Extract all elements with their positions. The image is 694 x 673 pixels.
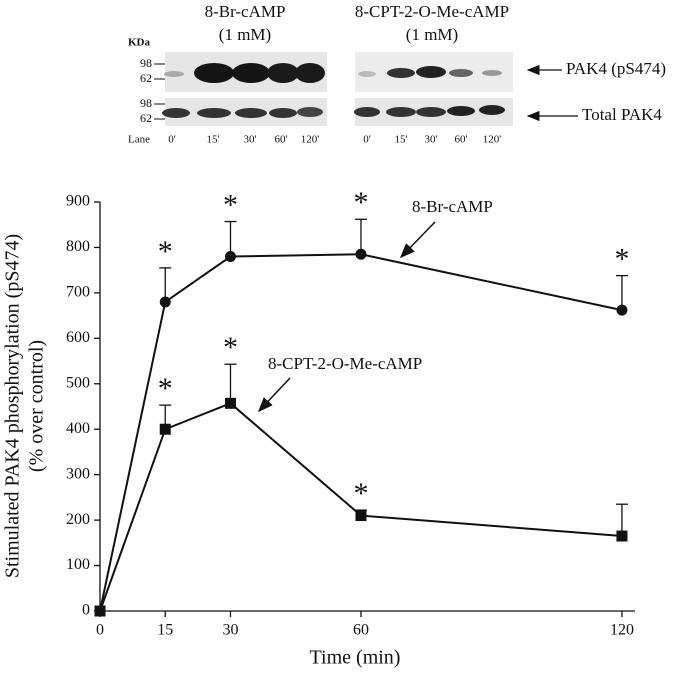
y-tick-label: 200 [66, 511, 90, 528]
y-tick-label: 900 [66, 193, 90, 210]
kda-label: KDa [128, 37, 151, 49]
lane-labels: 0' 15' 30' 60' 120' 0' 15' 30' 60' 120' [168, 134, 501, 146]
row-label: PAK4 (pS474) [566, 59, 666, 78]
treatment-dose: (1 mM) [406, 25, 458, 44]
lane: 30' [244, 134, 257, 146]
lane: 120' [301, 134, 320, 146]
y-axis-title: Stimulated PAK4 phosphorylation (pS474) [2, 234, 24, 578]
significance-mark: * [353, 477, 368, 510]
bands [162, 63, 505, 118]
series-line [99, 253, 623, 612]
y-axis-title: (% over control) [26, 340, 48, 472]
x-tick-label: 0 [96, 622, 104, 639]
point [224, 397, 236, 409]
error-bar [224, 220, 237, 257]
error-bar [159, 267, 172, 302]
y-tick-label: 800 [66, 238, 90, 255]
size-marker: 62 [140, 71, 152, 85]
lane: 15' [207, 134, 220, 146]
lane: 0' [363, 134, 371, 146]
size-marker: 62 [140, 111, 152, 125]
y-tick-label: 300 [66, 465, 90, 482]
lane: 120' [483, 134, 502, 146]
x-tick-label: 120 [610, 622, 634, 639]
point [159, 423, 171, 435]
treatment-name: 8-Br-cAMP [205, 2, 286, 21]
significance-mark: * [614, 243, 629, 276]
point [224, 251, 236, 263]
series-arrow [257, 377, 291, 413]
y-tick-label: 600 [66, 329, 90, 346]
significance-mark: * [158, 372, 173, 405]
error-bar [615, 274, 628, 311]
x-axis-title: Time (min) [310, 647, 401, 669]
error-bar [354, 218, 367, 255]
lane-label: Lane [128, 134, 150, 146]
treatment-dose: (1 mM) [219, 25, 271, 44]
lane: 0' [168, 134, 176, 146]
y-tick-label: 400 [66, 420, 90, 437]
series-label: 8-CPT-2-O-Me-cAMP [268, 354, 422, 373]
point [355, 510, 367, 522]
point [355, 248, 367, 260]
size-marker: 98 [140, 96, 152, 110]
point [616, 530, 628, 542]
point [616, 304, 628, 316]
lane: 15' [395, 134, 408, 146]
significance-mark: * [353, 186, 368, 219]
x-tick-label: 60 [353, 622, 369, 639]
row-label: Total PAK4 [582, 105, 662, 124]
point [159, 296, 171, 308]
series-arrow [399, 221, 436, 259]
y-tick-label: 0 [82, 602, 90, 619]
significance-mark: * [158, 235, 173, 268]
size-marker: 98 [140, 56, 152, 70]
y-tick-label: 500 [66, 374, 90, 391]
y-tick-label: 100 [66, 556, 90, 573]
point [94, 605, 106, 617]
y-tick-label: 700 [66, 284, 90, 301]
marker-ticks [154, 63, 165, 120]
lane: 60' [455, 134, 468, 146]
x-tick-label: 30 [222, 622, 238, 639]
series-label: 8-Br-cAMP [412, 197, 493, 216]
significance-mark: * [223, 331, 238, 364]
x-tick-label: 15 [157, 622, 173, 639]
treatment-name: 8-CPT-2-O-Me-cAMP [355, 2, 509, 21]
error-bar [224, 363, 237, 404]
lane: 30' [425, 134, 438, 146]
lane: 60' [275, 134, 288, 146]
significance-mark: * [223, 188, 238, 221]
